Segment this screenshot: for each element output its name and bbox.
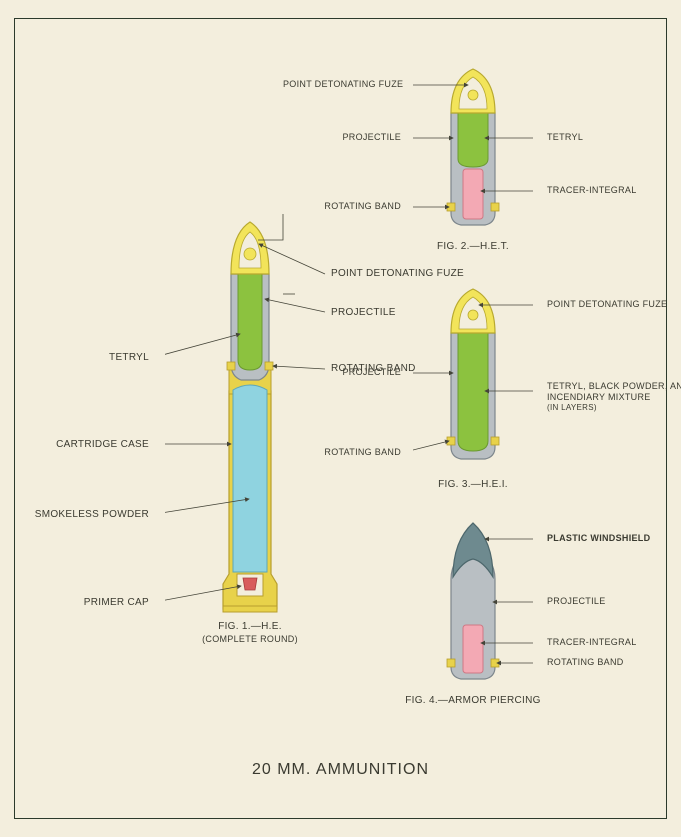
fig2-label-rotating-band: ROTATING BAND: [315, 201, 401, 211]
page-title: 20 MM. AMMUNITION: [15, 761, 666, 779]
fig3-label-projectile: PROJECTILE: [333, 367, 401, 377]
fig1-label-tetryl: TETRYL: [63, 352, 149, 363]
fig2-label-tetryl: TETRYL: [547, 132, 583, 142]
fig3-svg: [413, 283, 533, 467]
fig3-label-fuze: POINT DETONATING FUZE: [547, 299, 667, 309]
fig2-label-tracer: TRACER-INTEGRAL: [547, 185, 637, 195]
fig1-label-fuze: POINT DETONATING FUZE: [331, 268, 464, 279]
fig1-label-projectile: PROJECTILE: [331, 307, 396, 318]
fig4-label-rotating-band: ROTATING BAND: [547, 657, 624, 667]
fig3-label-mix1: TETRYL, BLACK POWDER, AND: [547, 381, 681, 391]
fig4-label-windshield: PLASTIC WINDSHIELD: [547, 533, 650, 543]
fig1-svg: [165, 214, 335, 644]
fig1-subcaption: (COMPLETE ROUND): [195, 634, 305, 644]
fig4-caption: FIG. 4.—ARMOR PIERCING: [403, 695, 543, 706]
fig4-label-tracer: TRACER-INTEGRAL: [547, 637, 637, 647]
fig4-label-projectile: PROJECTILE: [547, 596, 606, 606]
fig1-label-smokeless: SMOKELESS POWDER: [33, 509, 149, 520]
fig3-label-rotating-band: ROTATING BAND: [311, 447, 401, 457]
fig2-label-projectile: PROJECTILE: [329, 132, 401, 142]
fig1-label-cartridge-case: CARTRIDGE CASE: [47, 439, 149, 450]
fig2-svg: [413, 63, 533, 233]
fig3-label-mix2: INCENDIARY MIXTURE: [547, 392, 651, 402]
fig2-label-fuze: POINT DETONATING FUZE: [283, 79, 401, 89]
fig1-caption-text: FIG. 1.—H.E.: [218, 621, 282, 632]
fig1-caption: FIG. 1.—H.E. (COMPLETE ROUND): [195, 621, 305, 644]
fig3-caption: FIG. 3.—H.E.I.: [429, 479, 517, 490]
fig3-label-mix3: (IN LAYERS): [547, 403, 597, 412]
fig1-label-primer: PRIMER CAP: [63, 597, 149, 608]
frame: POINT DETONATING FUZE PROJECTILE TETRYL …: [14, 18, 667, 819]
page: POINT DETONATING FUZE PROJECTILE TETRYL …: [0, 0, 681, 837]
fig4-svg: [413, 517, 533, 687]
fig2-caption: FIG. 2.—H.E.T.: [427, 241, 519, 252]
